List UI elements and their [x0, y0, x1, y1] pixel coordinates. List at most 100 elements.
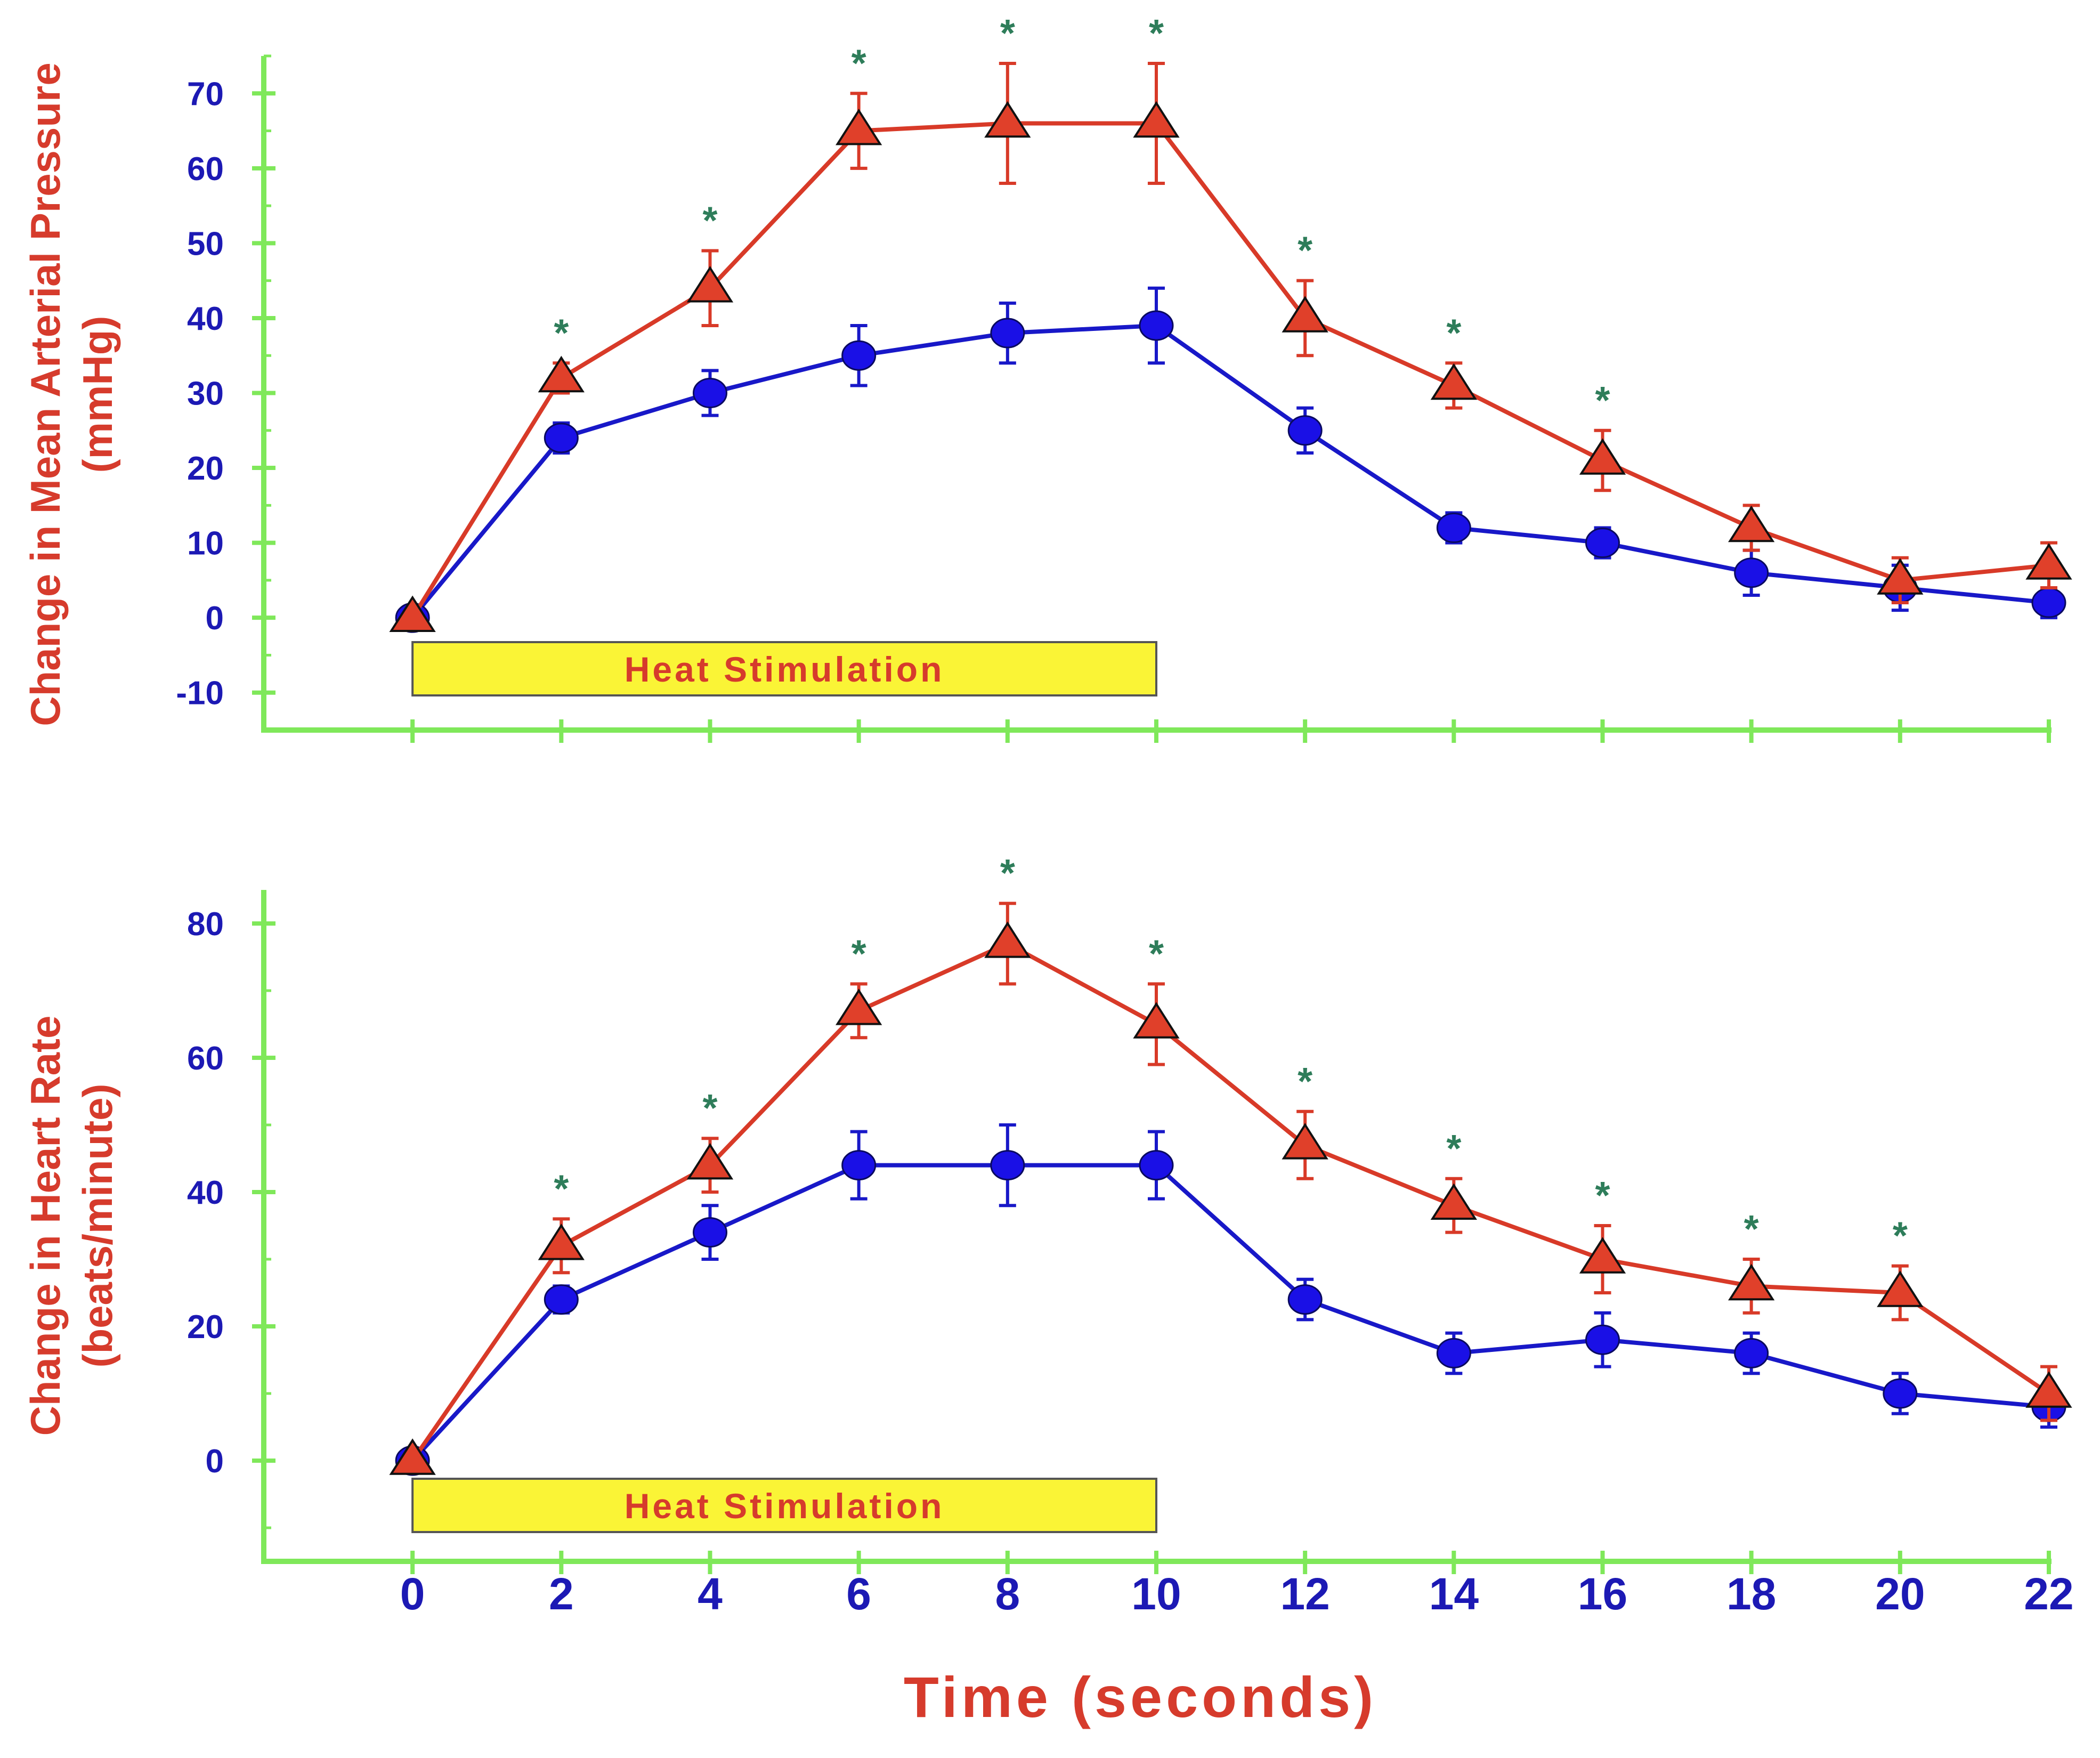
heat-stimulation-label: Heat Stimulation	[625, 650, 945, 689]
significance-star: *	[1298, 1060, 1312, 1103]
significance-star: *	[554, 312, 569, 354]
significance-star: *	[852, 42, 866, 85]
significance-star: *	[1446, 1128, 1461, 1170]
hr-y-axis-unit: (beats/minute)	[74, 1083, 121, 1367]
circle-marker	[1734, 1338, 1769, 1368]
triangle-marker	[389, 1438, 436, 1475]
y-tick-label: 20	[187, 1309, 224, 1346]
x-tick-label: 4	[698, 1569, 723, 1619]
y-tick-label: 50	[187, 225, 224, 262]
series-line	[411, 323, 2049, 619]
circle-marker	[1734, 557, 1769, 588]
y-tick-label: 40	[187, 301, 224, 337]
circle-marker	[693, 1217, 727, 1248]
triangle-marker	[2025, 1371, 2072, 1408]
triangle-marker	[686, 1143, 734, 1180]
circle-marker	[1585, 528, 1620, 558]
x-tick-label: 14	[1429, 1569, 1479, 1619]
triangle-marker	[984, 101, 1031, 138]
x-tick-label: 22	[2024, 1569, 2073, 1619]
triangle-marker	[1877, 558, 1924, 595]
triangle-marker	[1430, 363, 1477, 400]
triangle-marker	[1133, 101, 1180, 138]
triangle-marker	[984, 921, 1031, 958]
x-tick-label: 20	[1875, 1569, 1925, 1619]
significance-star: *	[1149, 933, 1164, 975]
triangle-marker	[1728, 1263, 1775, 1301]
triangle-marker	[1877, 1270, 1924, 1307]
x-tick-label: 18	[1726, 1569, 1776, 1619]
series-line	[410, 121, 2049, 619]
x-tick-label: 0	[400, 1569, 425, 1619]
circle-marker	[2031, 587, 2066, 618]
y-tick-label: 10	[187, 525, 224, 562]
significance-star: *	[1893, 1215, 1908, 1258]
significance-star: *	[1298, 230, 1312, 272]
significance-star: *	[852, 933, 866, 975]
x-tick-label: 12	[1280, 1569, 1329, 1619]
significance-star: *	[1446, 312, 1461, 354]
y-tick-label: 20	[187, 450, 224, 487]
triangle-marker	[1430, 1183, 1477, 1220]
map-y-axis-unit: (mmHg)	[74, 316, 121, 473]
x-tick-label: 10	[1131, 1569, 1181, 1619]
circle-marker	[544, 1284, 579, 1315]
circle-marker	[990, 1150, 1025, 1181]
circle-marker	[544, 423, 579, 453]
triangle-marker	[2025, 543, 2072, 580]
series-line	[411, 1163, 2049, 1462]
y-tick-label: 30	[187, 376, 224, 412]
x-axis-title: Time (seconds)	[904, 1665, 1377, 1729]
significance-star: *	[1595, 379, 1610, 422]
triangle-marker	[1282, 1123, 1328, 1160]
circle-marker	[841, 1150, 877, 1181]
triangle-marker	[1579, 1237, 1626, 1274]
circle-marker	[1287, 1284, 1323, 1315]
triangle-marker	[1133, 1002, 1180, 1039]
significance-star: *	[1149, 12, 1164, 55]
y-tick-label: -10	[176, 675, 224, 712]
x-tick-label: 16	[1578, 1569, 1627, 1619]
triangle-marker	[1579, 438, 1626, 475]
map-y-axis-title: Change in Mean Arterial Pressure	[22, 62, 69, 726]
circle-marker	[1883, 1378, 1918, 1409]
x-tick-label: 2	[549, 1569, 574, 1619]
significance-star: *	[554, 1168, 569, 1210]
mean-arterial-pressure-panel: Change in Mean Arterial Pressure (mmHg) …	[22, 12, 2072, 743]
heat-stimulation-bar	[411, 1478, 1158, 1533]
circle-marker	[1139, 1150, 1174, 1181]
triangle-marker	[1282, 296, 1328, 333]
significance-star: *	[1595, 1174, 1610, 1217]
hr-y-axis-title: Change in Heart Rate	[22, 1016, 69, 1436]
triangle-marker	[1728, 505, 1775, 542]
y-tick-label: 80	[187, 906, 224, 943]
triangle-marker	[836, 989, 882, 1025]
triangle-marker	[836, 108, 882, 145]
heat-stimulation-bar	[411, 641, 1158, 696]
triangle-series	[389, 62, 2072, 632]
y-tick-label: 40	[187, 1174, 224, 1211]
x-tick-label: 8	[995, 1569, 1020, 1619]
y-tick-label: 70	[187, 76, 224, 112]
circle-marker	[1287, 415, 1323, 446]
y-tick-label: 0	[206, 600, 224, 637]
y-tick-label: 60	[187, 151, 224, 188]
triangle-marker	[538, 355, 585, 393]
significance-star: *	[1000, 12, 1015, 55]
circle-marker	[841, 340, 877, 371]
y-tick-label: 60	[187, 1040, 224, 1077]
circle-marker	[1436, 513, 1471, 543]
heart-rate-panel: Change in Heart Rate (beats/minute) 0204…	[22, 852, 2074, 1619]
triangle-marker	[686, 265, 734, 303]
significance-star: *	[702, 1087, 717, 1130]
x-tick-label: 6	[846, 1569, 871, 1619]
circle-marker	[1436, 1338, 1471, 1368]
triangle-marker	[389, 595, 436, 632]
significance-star: *	[1744, 1208, 1759, 1251]
heat-stimulation-label: Heat Stimulation	[625, 1486, 945, 1526]
triangle-series	[389, 902, 2072, 1475]
y-tick-label: 0	[206, 1443, 224, 1480]
series-line	[410, 941, 2050, 1462]
